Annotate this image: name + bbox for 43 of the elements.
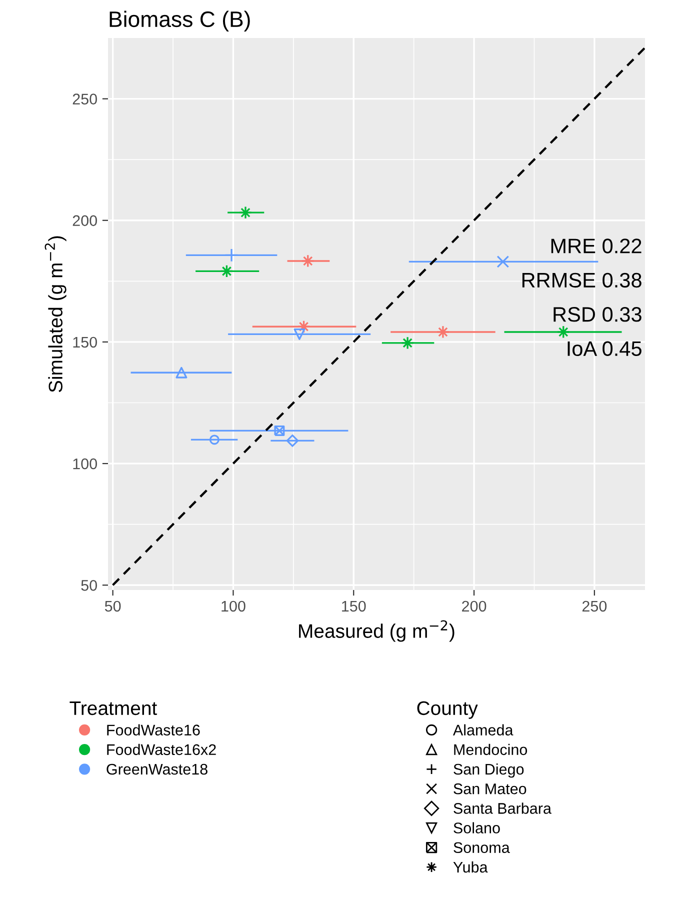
x-tick-label: 150	[342, 600, 366, 612]
y-tick-label: 50	[81, 580, 97, 591]
legend-label: Alameda	[452, 724, 514, 736]
legend-label: Yuba	[453, 861, 488, 873]
y-tick-label: 250	[72, 94, 97, 104]
x-tick-label: 200	[462, 600, 486, 612]
point	[297, 320, 310, 334]
annotation: RRMSE 0.38	[522, 272, 642, 288]
legend-label: FoodWaste16	[107, 724, 200, 736]
x-axis-title: Measured (g m$^{−2}$)	[299, 620, 454, 642]
annotation: RSD 0.33	[554, 307, 642, 322]
point	[436, 325, 450, 339]
x-tick-label: 100	[222, 600, 246, 612]
point	[301, 254, 315, 268]
point	[176, 366, 188, 378]
legend-label: San Mateo	[454, 783, 526, 794]
chart-title: Biomass C (B)	[110, 10, 250, 32]
text: County	[417, 701, 478, 719]
legend-label: San Diego	[454, 763, 524, 778]
y-tick-label: 100	[73, 458, 97, 470]
x-tick-label: 250	[582, 600, 607, 612]
legend-label: Mendocino	[454, 744, 528, 756]
legend-label: Sonoma	[454, 842, 510, 854]
point	[294, 328, 306, 340]
annotation: IoA 0.45	[568, 341, 642, 356]
y-tick-label: 200	[72, 215, 97, 226]
y-tick-label: 150	[73, 336, 97, 348]
legend-label: GreenWaste18	[106, 764, 208, 775]
point	[496, 256, 510, 268]
point	[286, 434, 299, 447]
point	[220, 264, 234, 278]
text: Treatment	[70, 702, 158, 716]
point	[209, 434, 220, 445]
point	[400, 336, 414, 350]
legend-label: Santa Barbara	[454, 802, 552, 814]
y-axis-title: Simulated (g m$^{−2}$)	[44, 236, 66, 392]
legend-label: Solano	[454, 822, 500, 834]
point	[274, 425, 285, 436]
legend-label: FoodWaste16x2	[107, 744, 216, 756]
point	[556, 325, 570, 339]
x-tick-label: 50	[104, 600, 121, 612]
point	[238, 206, 252, 220]
annotation: MRE 0.22	[551, 238, 642, 254]
